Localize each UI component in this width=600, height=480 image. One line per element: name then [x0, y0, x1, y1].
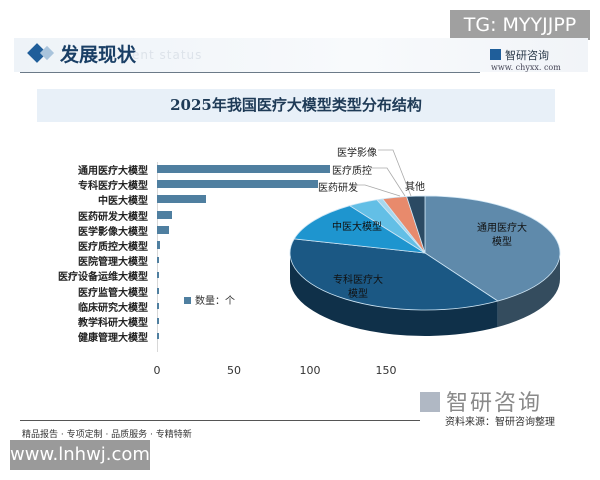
- brand-logo-icon: [490, 49, 501, 60]
- legend-swatch: [184, 297, 191, 304]
- footer-slogan: 精品报告 · 专项定制 · 品质服务 · 专精特新: [22, 430, 192, 440]
- bar: [157, 318, 159, 324]
- bar-category-label: 通用医疗大模型: [78, 166, 148, 177]
- x-tick-label: 150: [375, 364, 397, 377]
- y-axis-line: [157, 162, 158, 352]
- footer-divider: [20, 420, 420, 421]
- bar: [157, 333, 159, 340]
- legend: 数量：个: [184, 292, 235, 307]
- bar-category-label: 医疗质控大模型: [78, 242, 148, 253]
- bar: [157, 272, 159, 279]
- bar-category-label: 专科医疗大模型: [78, 181, 148, 193]
- x-tick-label: 50: [227, 364, 241, 377]
- chart-title-background: [37, 89, 555, 122]
- footer-brand: 智研咨询: [420, 385, 542, 417]
- pie-label-imaging: 医学影像: [337, 148, 377, 159]
- pie-label-qc: 医疗质控: [332, 166, 372, 177]
- data-source: 资料来源：智研咨询整理: [445, 417, 555, 428]
- section-subtitle: ent status: [132, 48, 203, 62]
- bar: [157, 302, 159, 309]
- pie-label-other: 其他: [405, 182, 425, 193]
- bar-category-label: 医院管理大模型: [78, 257, 148, 269]
- bar-category-label: 中医大模型: [98, 196, 148, 208]
- bar-category-label: 临床研究大模型: [78, 302, 148, 314]
- chart-title: 2025年我国医疗大模型类型分布结构: [170, 96, 422, 114]
- bar-category-label: 医疗设备运维大模型: [58, 272, 148, 284]
- x-tick-label: 0: [153, 364, 161, 377]
- pie-label-drug: 医药研发: [318, 183, 358, 194]
- bar: [157, 241, 161, 249]
- footer-logo-icon: [420, 392, 440, 412]
- bar: [157, 195, 206, 204]
- header-divider: [20, 72, 480, 73]
- bar: [157, 210, 173, 219]
- bar: [157, 257, 159, 264]
- brand-name: 智研咨询: [505, 49, 549, 62]
- bar-category-label: 医学影像大模型: [78, 226, 148, 238]
- bar-category-label: 医药研发大模型: [78, 211, 148, 223]
- bar-category-label: 健康管理大模型: [78, 333, 148, 345]
- x-tick-label: 100: [299, 364, 321, 377]
- pie-label-specialty: 专科医疗大 模型: [333, 275, 383, 300]
- watermark-top: TG: MYYJJPP: [450, 10, 590, 40]
- pie-label-tcm: 中医大模型: [332, 222, 382, 233]
- bar: [157, 180, 318, 189]
- watermark-bottom: www.lnhwj.com: [10, 440, 150, 470]
- brand: 智研咨询: [490, 47, 549, 63]
- bar: [157, 165, 330, 173]
- bar-category-label: 医疗监管大模型: [78, 287, 148, 299]
- bar: [157, 287, 159, 294]
- bar: [157, 225, 170, 234]
- brand-url: www. chyxx. com: [491, 63, 561, 72]
- bar-category-label: 教学科研大模型: [78, 318, 148, 329]
- section-title: 发展现状: [60, 44, 137, 66]
- pie-label-general: 通用医疗大 模型: [477, 223, 527, 248]
- legend-label: 数量：个: [195, 296, 235, 307]
